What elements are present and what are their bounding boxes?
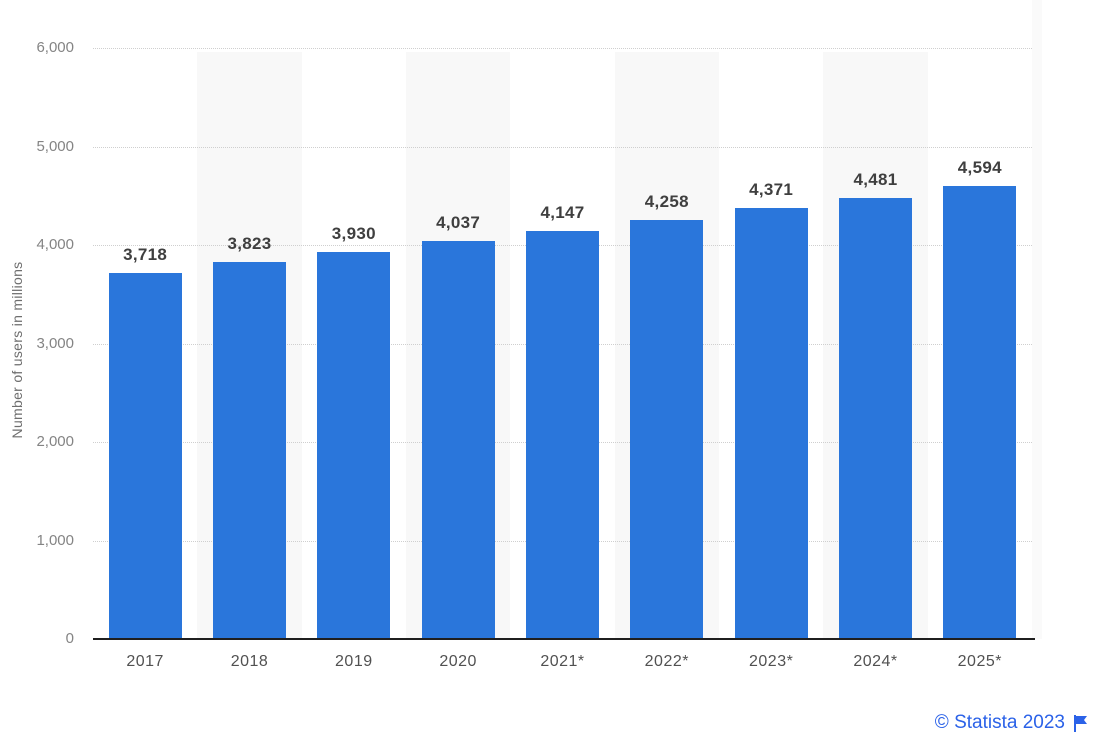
y-axis-tick-label: 6,000 bbox=[36, 39, 74, 56]
flag-icon[interactable] bbox=[1074, 714, 1088, 732]
x-axis-tick-label: 2024* bbox=[853, 653, 898, 670]
bar-value-label: 4,037 bbox=[436, 213, 481, 233]
x-axis-tick-label: 2019 bbox=[335, 653, 373, 670]
bar-value-label: 4,258 bbox=[644, 191, 689, 211]
bar-2023[interactable] bbox=[734, 208, 808, 639]
gridline bbox=[93, 146, 1032, 148]
y-axis-tick-label: 1,000 bbox=[36, 531, 74, 549]
bar-2022[interactable] bbox=[630, 219, 704, 639]
bar-value-label: 4,594 bbox=[957, 158, 1002, 178]
x-axis-tick-label: 2017 bbox=[126, 653, 164, 670]
column-stripe-partial bbox=[1032, 0, 1042, 639]
x-axis-tick-label: 2020 bbox=[439, 653, 477, 670]
bar-2020[interactable] bbox=[421, 241, 495, 639]
gridline bbox=[93, 48, 1032, 49]
y-axis-tick-label: 2,000 bbox=[36, 433, 74, 450]
bar-2024[interactable] bbox=[839, 197, 912, 639]
bar-value-label: 3,718 bbox=[123, 244, 168, 264]
bar-2021[interactable] bbox=[526, 230, 599, 639]
bar-value-label: 3,930 bbox=[331, 223, 376, 243]
bar-value-label: 3,823 bbox=[227, 234, 272, 254]
statista-credit-link[interactable]: © Statista 2023 bbox=[935, 712, 1088, 734]
bar-value-label: 4,147 bbox=[540, 202, 585, 222]
bar-2018[interactable] bbox=[213, 262, 286, 639]
y-axis-tick-label: 0 bbox=[65, 630, 74, 647]
bar-2019[interactable] bbox=[317, 251, 391, 639]
x-axis-line bbox=[93, 638, 1035, 640]
x-axis-tick-label: 2025* bbox=[957, 653, 1002, 670]
x-axis-tick-label: 2018 bbox=[230, 653, 269, 670]
x-axis-tick-label: 2022* bbox=[644, 653, 689, 670]
x-axis-tick-label: 2021* bbox=[540, 653, 585, 670]
y-axis-tick-label: 5,000 bbox=[36, 137, 74, 155]
x-axis-tick-label: 2023* bbox=[749, 653, 794, 670]
bar-2025[interactable] bbox=[943, 186, 1017, 639]
bar-value-label: 4,371 bbox=[749, 180, 794, 200]
y-axis-tick-label: 3,000 bbox=[36, 334, 74, 352]
statista-credit-text: © Statista 2023 bbox=[934, 712, 1065, 733]
y-axis-tick-label: 4,000 bbox=[36, 236, 74, 253]
bar-2017[interactable] bbox=[108, 272, 182, 639]
bar-value-label: 4,481 bbox=[853, 169, 898, 189]
